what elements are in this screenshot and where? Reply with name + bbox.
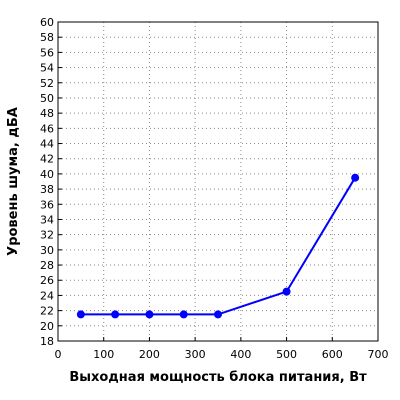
series-layer [76,173,360,319]
y-tick-label: 36 [40,198,54,211]
series-line [80,177,356,316]
y-tick-label: 34 [40,213,54,226]
y-tick-label: 42 [40,153,54,166]
data-point [76,310,85,319]
grid-lines [58,22,378,341]
y-axis-title: Уровень шума, дБА [6,107,21,256]
x-tick-label: 400 [230,348,251,361]
y-tick-label: 54 [40,62,54,75]
plot-frame [57,21,379,342]
y-tick-label: 40 [40,168,54,181]
y-tick-label: 24 [40,289,54,302]
y-tick-label: 26 [40,274,54,287]
x-tick-label: 300 [185,348,206,361]
x-tick-label: 100 [93,348,114,361]
y-tick-label: 44 [40,138,54,151]
data-point [111,310,120,319]
x-tick-label: 200 [139,348,160,361]
y-tick-label: 50 [40,92,54,105]
y-tick-label: 18 [40,335,54,348]
data-point [282,287,291,296]
y-tick-label: 60 [40,16,54,29]
y-tick-label: 56 [40,46,54,59]
data-point [214,310,222,319]
x-tick-label: 700 [368,348,389,361]
tick-labels: 18 20 22 24 26 28 30 32 34 36 38 40 42 44 46 48 50 52 54 56… [40,16,389,361]
x-tick-label: 600 [322,348,343,361]
y-tick-label: 38 [40,183,54,196]
data-point [351,173,360,182]
y-tick-label: 52 [40,77,54,90]
data-point [179,310,188,319]
y-tick-label: 46 [40,122,54,135]
y-tick-label: 28 [40,259,54,272]
data-point [145,310,154,319]
y-tick-label: 32 [40,229,54,242]
y-tick-label: 48 [40,107,54,120]
x-axis-title: Выходная мощность блока питания, Вт [69,370,367,385]
x-tick-label: 500 [276,348,297,361]
y-tick-label: 20 [40,320,54,333]
y-tick-label: 30 [40,244,54,257]
x-tick-label: 0 [55,348,62,361]
y-tick-label: 58 [40,31,54,44]
axis-ticks [57,21,379,342]
y-tick-label: 22 [40,305,54,318]
